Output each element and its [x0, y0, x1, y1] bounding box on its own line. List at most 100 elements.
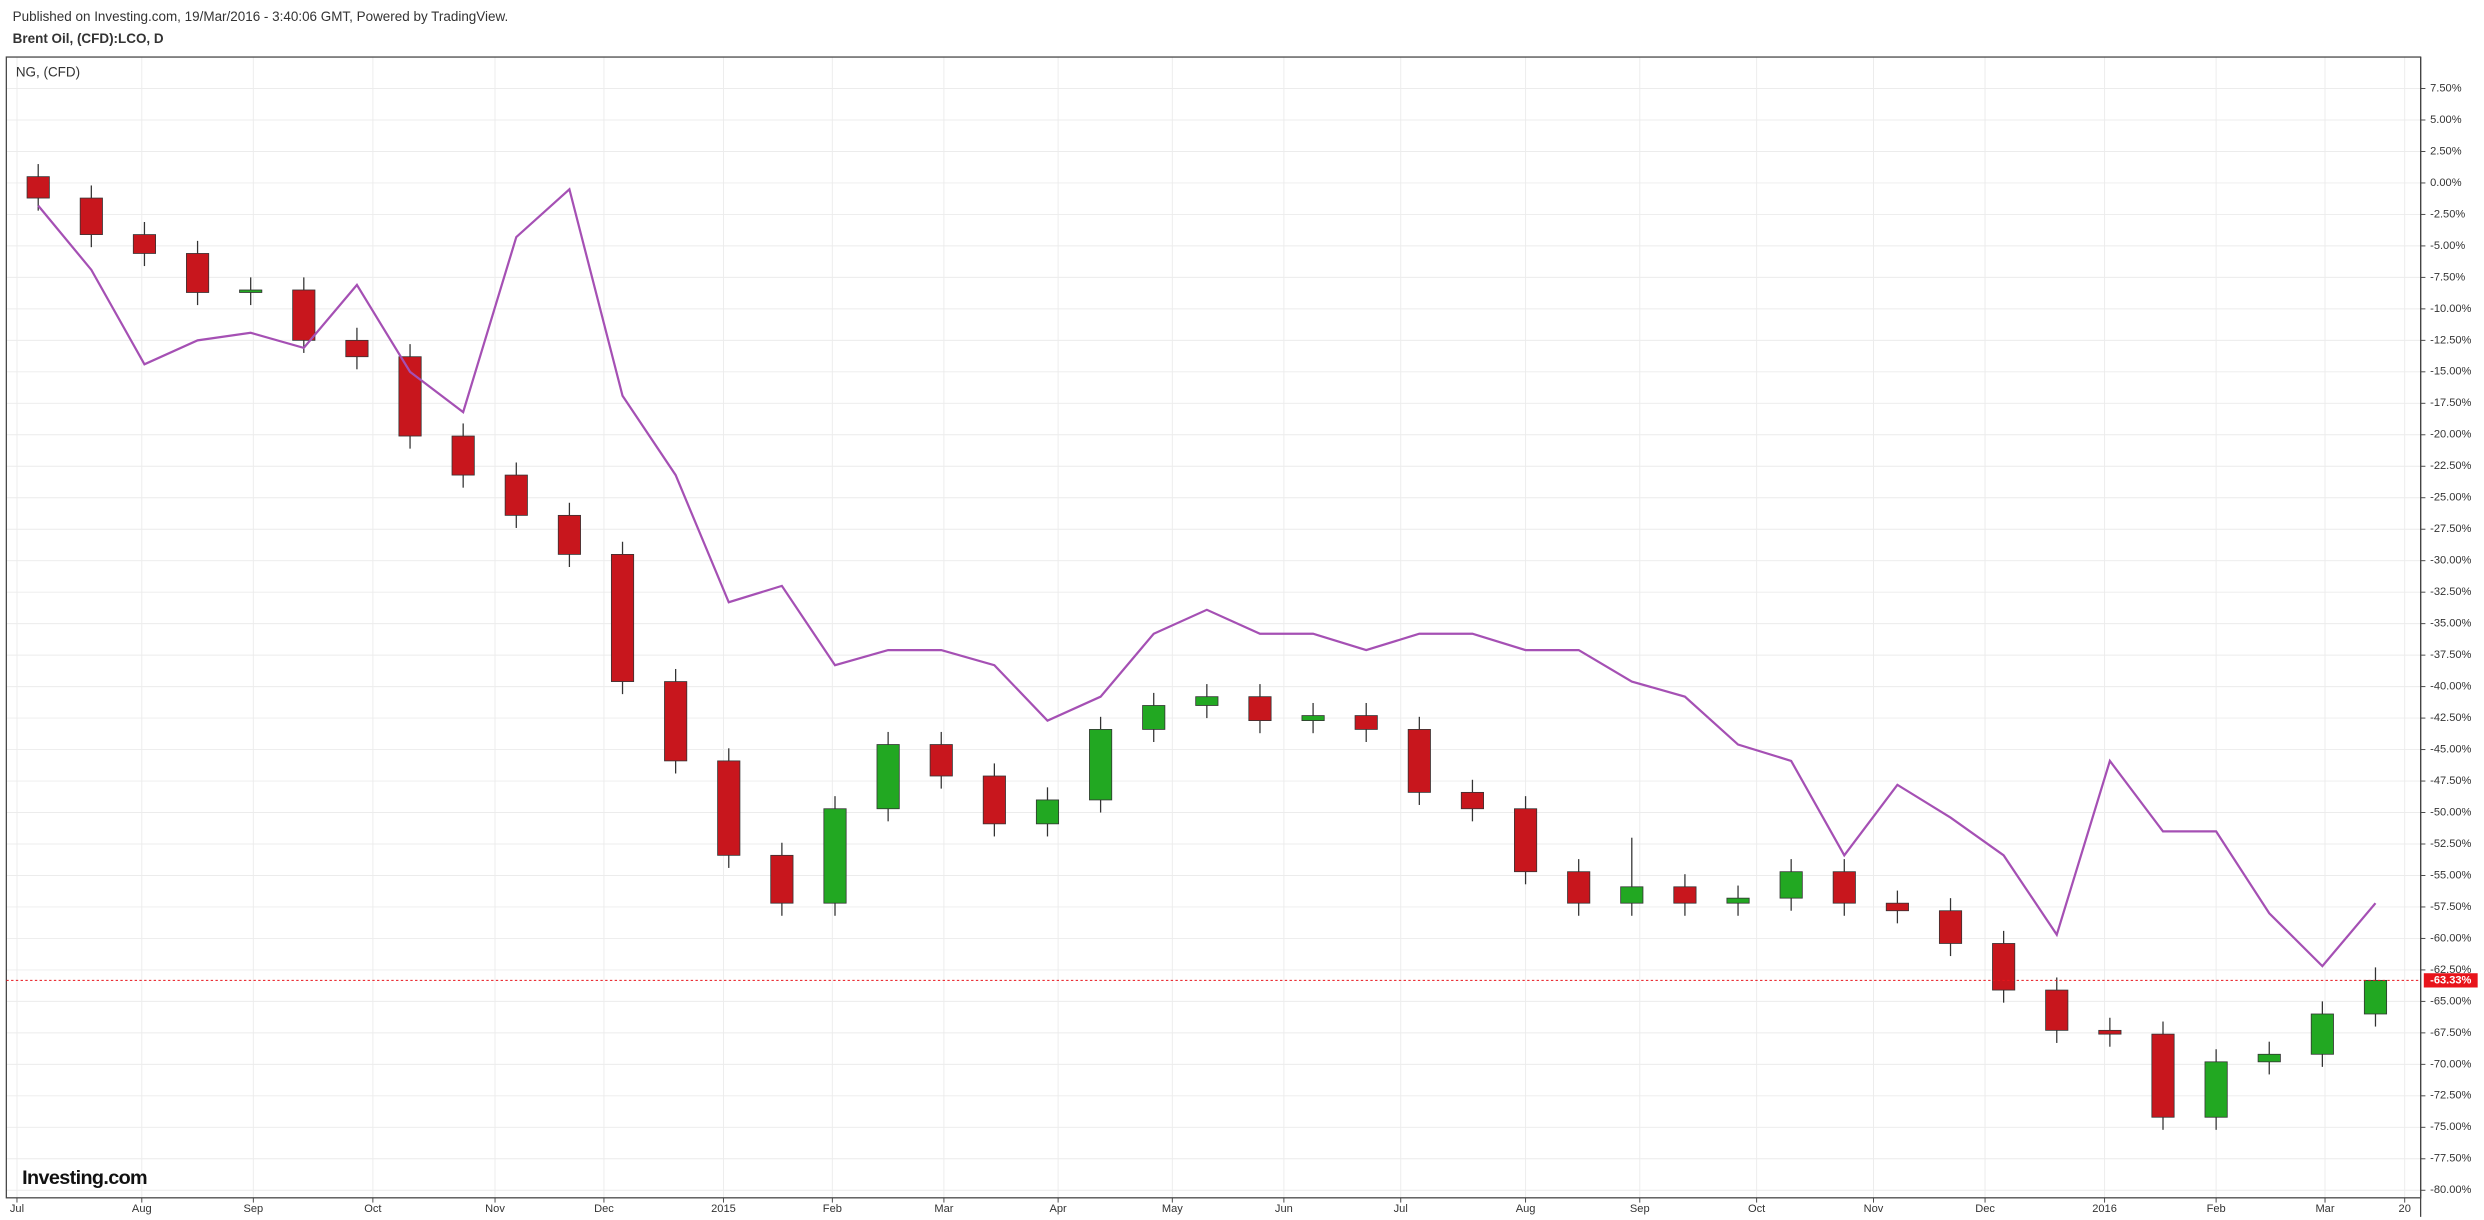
x-tick-label: Mar: [2315, 1203, 2334, 1215]
y-tick-label: -22.50%: [2430, 460, 2471, 472]
y-tick-label: -10.00%: [2430, 303, 2471, 315]
y-tick-label: -72.50%: [2430, 1090, 2471, 1102]
candle-body: [1673, 886, 1697, 904]
candle-body: [26, 176, 50, 199]
y-tick-label: -5.00%: [2430, 240, 2465, 252]
x-tick-label: Aug: [132, 1203, 152, 1215]
candle-body: [1726, 897, 1750, 904]
y-tick-label: -77.50%: [2430, 1153, 2471, 1165]
candle-body: [2257, 1053, 2281, 1063]
marks: [26, 164, 2388, 1130]
y-tick-label: -12.50%: [2430, 334, 2471, 346]
y-tick-label: -45.00%: [2430, 743, 2471, 755]
candle-body: [2204, 1061, 2228, 1118]
x-tick-label: Oct: [364, 1203, 381, 1215]
y-tick-label: -30.00%: [2430, 555, 2471, 567]
x-tick-label: Sep: [1630, 1203, 1650, 1215]
y-tick-label: -52.50%: [2430, 838, 2471, 850]
candle-body: [1514, 808, 1538, 873]
y-tick-label: -7.50%: [2430, 271, 2465, 283]
candle-body: [982, 775, 1006, 825]
candle-body: [1938, 910, 1963, 944]
y-tick-label: 0.00%: [2430, 177, 2462, 189]
x-tick-label: Oct: [1748, 1203, 1765, 1215]
y-tick-label: -32.50%: [2430, 586, 2471, 598]
y-tick-label: -37.50%: [2430, 649, 2471, 661]
candle-body: [2363, 979, 2388, 1015]
candle-body: [345, 339, 369, 358]
y-tick-label: -42.50%: [2430, 712, 2471, 724]
candle-body: [1035, 799, 1060, 825]
line-series: [37, 187, 2377, 968]
y-tick-label: -20.00%: [2430, 429, 2471, 441]
y-tick-label: -15.00%: [2430, 366, 2471, 378]
y-tick-label: -65.00%: [2430, 995, 2471, 1007]
y-tick-label: -62.50%: [2430, 964, 2471, 976]
candle-body: [1567, 871, 1591, 904]
last-value-label: -63.33%: [2430, 974, 2471, 986]
candle-body: [770, 854, 794, 904]
y-tick-label: -17.50%: [2430, 397, 2471, 409]
grid: [6, 57, 2421, 1198]
y-tick-label: -25.00%: [2430, 492, 2471, 504]
candle-body: [2151, 1033, 2175, 1118]
candle-body: [823, 808, 847, 904]
x-tick-label: Dec: [594, 1203, 614, 1215]
x-tick-label: May: [1162, 1203, 1183, 1215]
y-tick-label: -67.50%: [2430, 1027, 2471, 1039]
x-tick-label: Feb: [823, 1203, 842, 1215]
x-tick-label: Mar: [934, 1203, 953, 1215]
candle-body: [1460, 791, 1484, 810]
x-tick-label: Jul: [1394, 1203, 1408, 1215]
x-tick-label: Jun: [1275, 1203, 1293, 1215]
x-tick-label: Nov: [485, 1203, 505, 1215]
y-tick-label: -40.00%: [2430, 681, 2471, 693]
candle-body: [292, 289, 316, 341]
y-tick-label: -80.00%: [2430, 1184, 2471, 1196]
legend-entry: NG, (CFD): [16, 64, 80, 79]
candle-body: [1248, 696, 1272, 722]
candle-body: [186, 253, 210, 293]
y-tick-label: -57.50%: [2430, 901, 2471, 913]
candle-body: [2310, 1013, 2334, 1055]
y-tick-label: -60.00%: [2430, 932, 2471, 944]
y-tick-label: -35.00%: [2430, 618, 2471, 630]
candle-body: [1354, 715, 1378, 730]
y-tick-label: -75.00%: [2430, 1121, 2471, 1133]
candle-body: [557, 514, 581, 555]
candle-body: [717, 760, 741, 856]
candle-body: [1301, 715, 1325, 722]
candle-body: [929, 744, 953, 777]
candle-body: [1089, 729, 1113, 801]
y-tick-label: 7.50%: [2430, 82, 2462, 94]
candle-body: [1885, 902, 1909, 912]
published-note: Published on Investing.com, 19/Mar/2016 …: [13, 9, 509, 24]
x-tick-label: 20: [2399, 1203, 2411, 1215]
candle-body: [1992, 943, 2016, 991]
candle-body: [451, 435, 475, 476]
y-tick-label: 2.50%: [2430, 145, 2462, 157]
y-tick-label: -70.00%: [2430, 1058, 2471, 1070]
candle-body: [1779, 871, 1803, 899]
candle-body: [1407, 729, 1431, 793]
candle-body: [504, 474, 528, 516]
x-tick-label: Feb: [2207, 1203, 2226, 1215]
candle-body: [239, 289, 263, 293]
candle-body: [79, 197, 103, 235]
x-tick-label: Jul: [10, 1203, 24, 1215]
x-tick-label: Aug: [1516, 1203, 1536, 1215]
candle-body: [398, 356, 422, 437]
y-tick-label: -2.50%: [2430, 208, 2465, 220]
candle-body: [1832, 871, 1856, 904]
candle-body: [132, 234, 156, 254]
x-tick-label: 2015: [711, 1203, 736, 1215]
logo: Investing.com: [22, 1167, 147, 1189]
candle-body: [2045, 989, 2069, 1031]
x-tick-label: 2016: [2092, 1203, 2117, 1215]
x-tick-label: Sep: [243, 1203, 263, 1215]
x-tick-label: Apr: [1049, 1203, 1067, 1215]
candle-body: [1620, 886, 1644, 904]
